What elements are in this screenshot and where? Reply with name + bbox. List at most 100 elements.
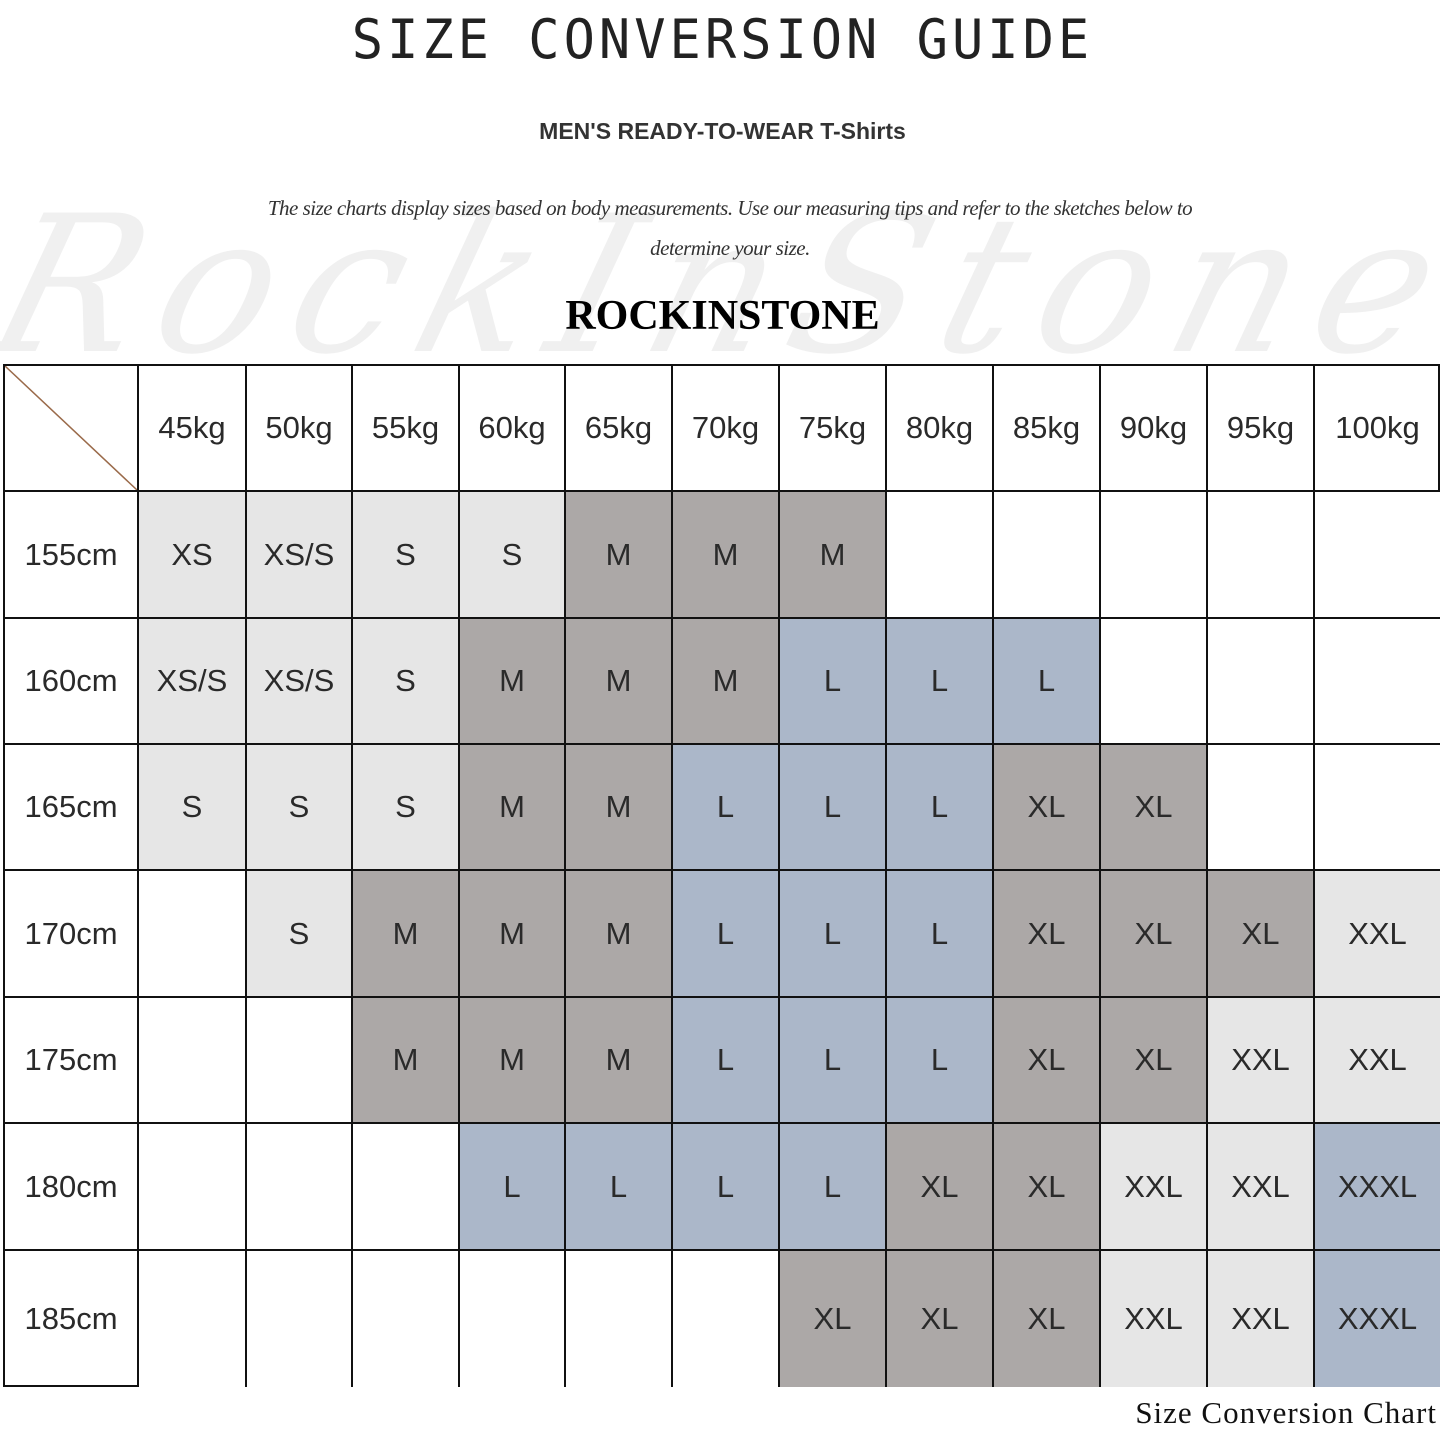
size-cell: M [353, 871, 460, 998]
size-cell: S [460, 492, 566, 619]
size-cell: XS/S [247, 619, 353, 745]
empty-cell [139, 998, 247, 1124]
size-cell: L [887, 871, 994, 998]
empty-cell [247, 1124, 353, 1251]
size-cell: M [460, 871, 566, 998]
size-cell: XL [994, 745, 1101, 871]
size-cell: XXL [1315, 998, 1440, 1124]
size-cell: M [566, 745, 673, 871]
column-header: 80kg [887, 366, 994, 492]
size-cell: S [353, 745, 460, 871]
size-cell: L [887, 998, 994, 1124]
size-cell: L [780, 745, 887, 871]
diagonal-line [5, 366, 137, 490]
footer-caption: Size Conversion Chart [1135, 1395, 1437, 1430]
size-cell: XXL [1208, 1124, 1315, 1251]
column-header: 45kg [139, 366, 247, 492]
empty-cell [566, 1251, 673, 1387]
size-cell: XL [1101, 745, 1208, 871]
corner-cell [5, 366, 139, 492]
size-cell: L [673, 871, 780, 998]
page-title: SIZE CONVERSION GUIDE [351, 8, 1094, 72]
size-cell: L [673, 1124, 780, 1251]
size-cell: L [887, 619, 994, 745]
size-cell: M [353, 998, 460, 1124]
size-cell: M [460, 619, 566, 745]
size-cell: XL [1101, 998, 1208, 1124]
size-cell: XL [1101, 871, 1208, 998]
size-cell: L [460, 1124, 566, 1251]
size-cell: XL [994, 871, 1101, 998]
empty-cell [353, 1251, 460, 1387]
size-cell: L [780, 998, 887, 1124]
empty-cell [247, 1251, 353, 1387]
empty-cell [1208, 619, 1315, 745]
empty-cell [353, 1124, 460, 1251]
size-cell: XL [994, 1124, 1101, 1251]
size-cell: XS/S [139, 619, 247, 745]
size-cell: M [673, 492, 780, 619]
size-cell: S [247, 745, 353, 871]
size-cell: XXL [1208, 998, 1315, 1124]
row-header: 155cm [5, 492, 139, 619]
size-cell: L [887, 745, 994, 871]
size-cell: XXXL [1315, 1124, 1440, 1251]
size-cell: L [673, 745, 780, 871]
empty-cell [460, 1251, 566, 1387]
size-cell: M [780, 492, 887, 619]
size-cell: XL [994, 1251, 1101, 1387]
size-cell: L [994, 619, 1101, 745]
empty-cell [1315, 492, 1440, 619]
subtitle: MEN'S READY-TO-WEAR T-Shirts [539, 118, 906, 144]
size-cell: L [566, 1124, 673, 1251]
column-header: 50kg [247, 366, 353, 492]
size-cell: XL [1208, 871, 1315, 998]
size-cell: XXL [1315, 871, 1440, 998]
size-cell: M [566, 871, 673, 998]
empty-cell [1315, 745, 1440, 871]
empty-cell [139, 1124, 247, 1251]
row-header: 160cm [5, 619, 139, 745]
size-cell: XL [887, 1124, 994, 1251]
row-header: 170cm [5, 871, 139, 998]
column-header: 65kg [566, 366, 673, 492]
size-cell: XL [780, 1251, 887, 1387]
size-cell: L [673, 998, 780, 1124]
column-header: 90kg [1101, 366, 1208, 492]
brand-name: ROCKINSTONE [565, 293, 880, 339]
size-cell: XL [994, 998, 1101, 1124]
empty-cell [1208, 745, 1315, 871]
column-header: 55kg [353, 366, 460, 492]
empty-cell [1208, 492, 1315, 619]
size-cell: M [673, 619, 780, 745]
row-header: 175cm [5, 998, 139, 1124]
empty-cell [1101, 492, 1208, 619]
empty-cell [247, 998, 353, 1124]
empty-cell [139, 1251, 247, 1387]
size-cell: M [566, 619, 673, 745]
empty-cell [887, 492, 994, 619]
size-cell: M [566, 492, 673, 619]
column-header: 75kg [780, 366, 887, 492]
empty-cell [139, 871, 247, 998]
empty-cell [994, 492, 1101, 619]
column-header: 95kg [1208, 366, 1315, 492]
size-cell: M [460, 745, 566, 871]
column-header: 70kg [673, 366, 780, 492]
size-cell: XXL [1101, 1251, 1208, 1387]
size-cell: M [460, 998, 566, 1124]
size-cell: S [353, 619, 460, 745]
size-cell: M [566, 998, 673, 1124]
size-cell: L [780, 871, 887, 998]
description: The size charts display sizes based on b… [267, 196, 1193, 260]
size-cell: L [780, 1124, 887, 1251]
empty-cell [673, 1251, 780, 1387]
row-header: 185cm [5, 1251, 139, 1387]
column-header: 60kg [460, 366, 566, 492]
size-cell: XS [139, 492, 247, 619]
size-cell: S [139, 745, 247, 871]
empty-cell [1101, 619, 1208, 745]
size-cell: L [780, 619, 887, 745]
size-cell: XXL [1208, 1251, 1315, 1387]
row-header: 165cm [5, 745, 139, 871]
